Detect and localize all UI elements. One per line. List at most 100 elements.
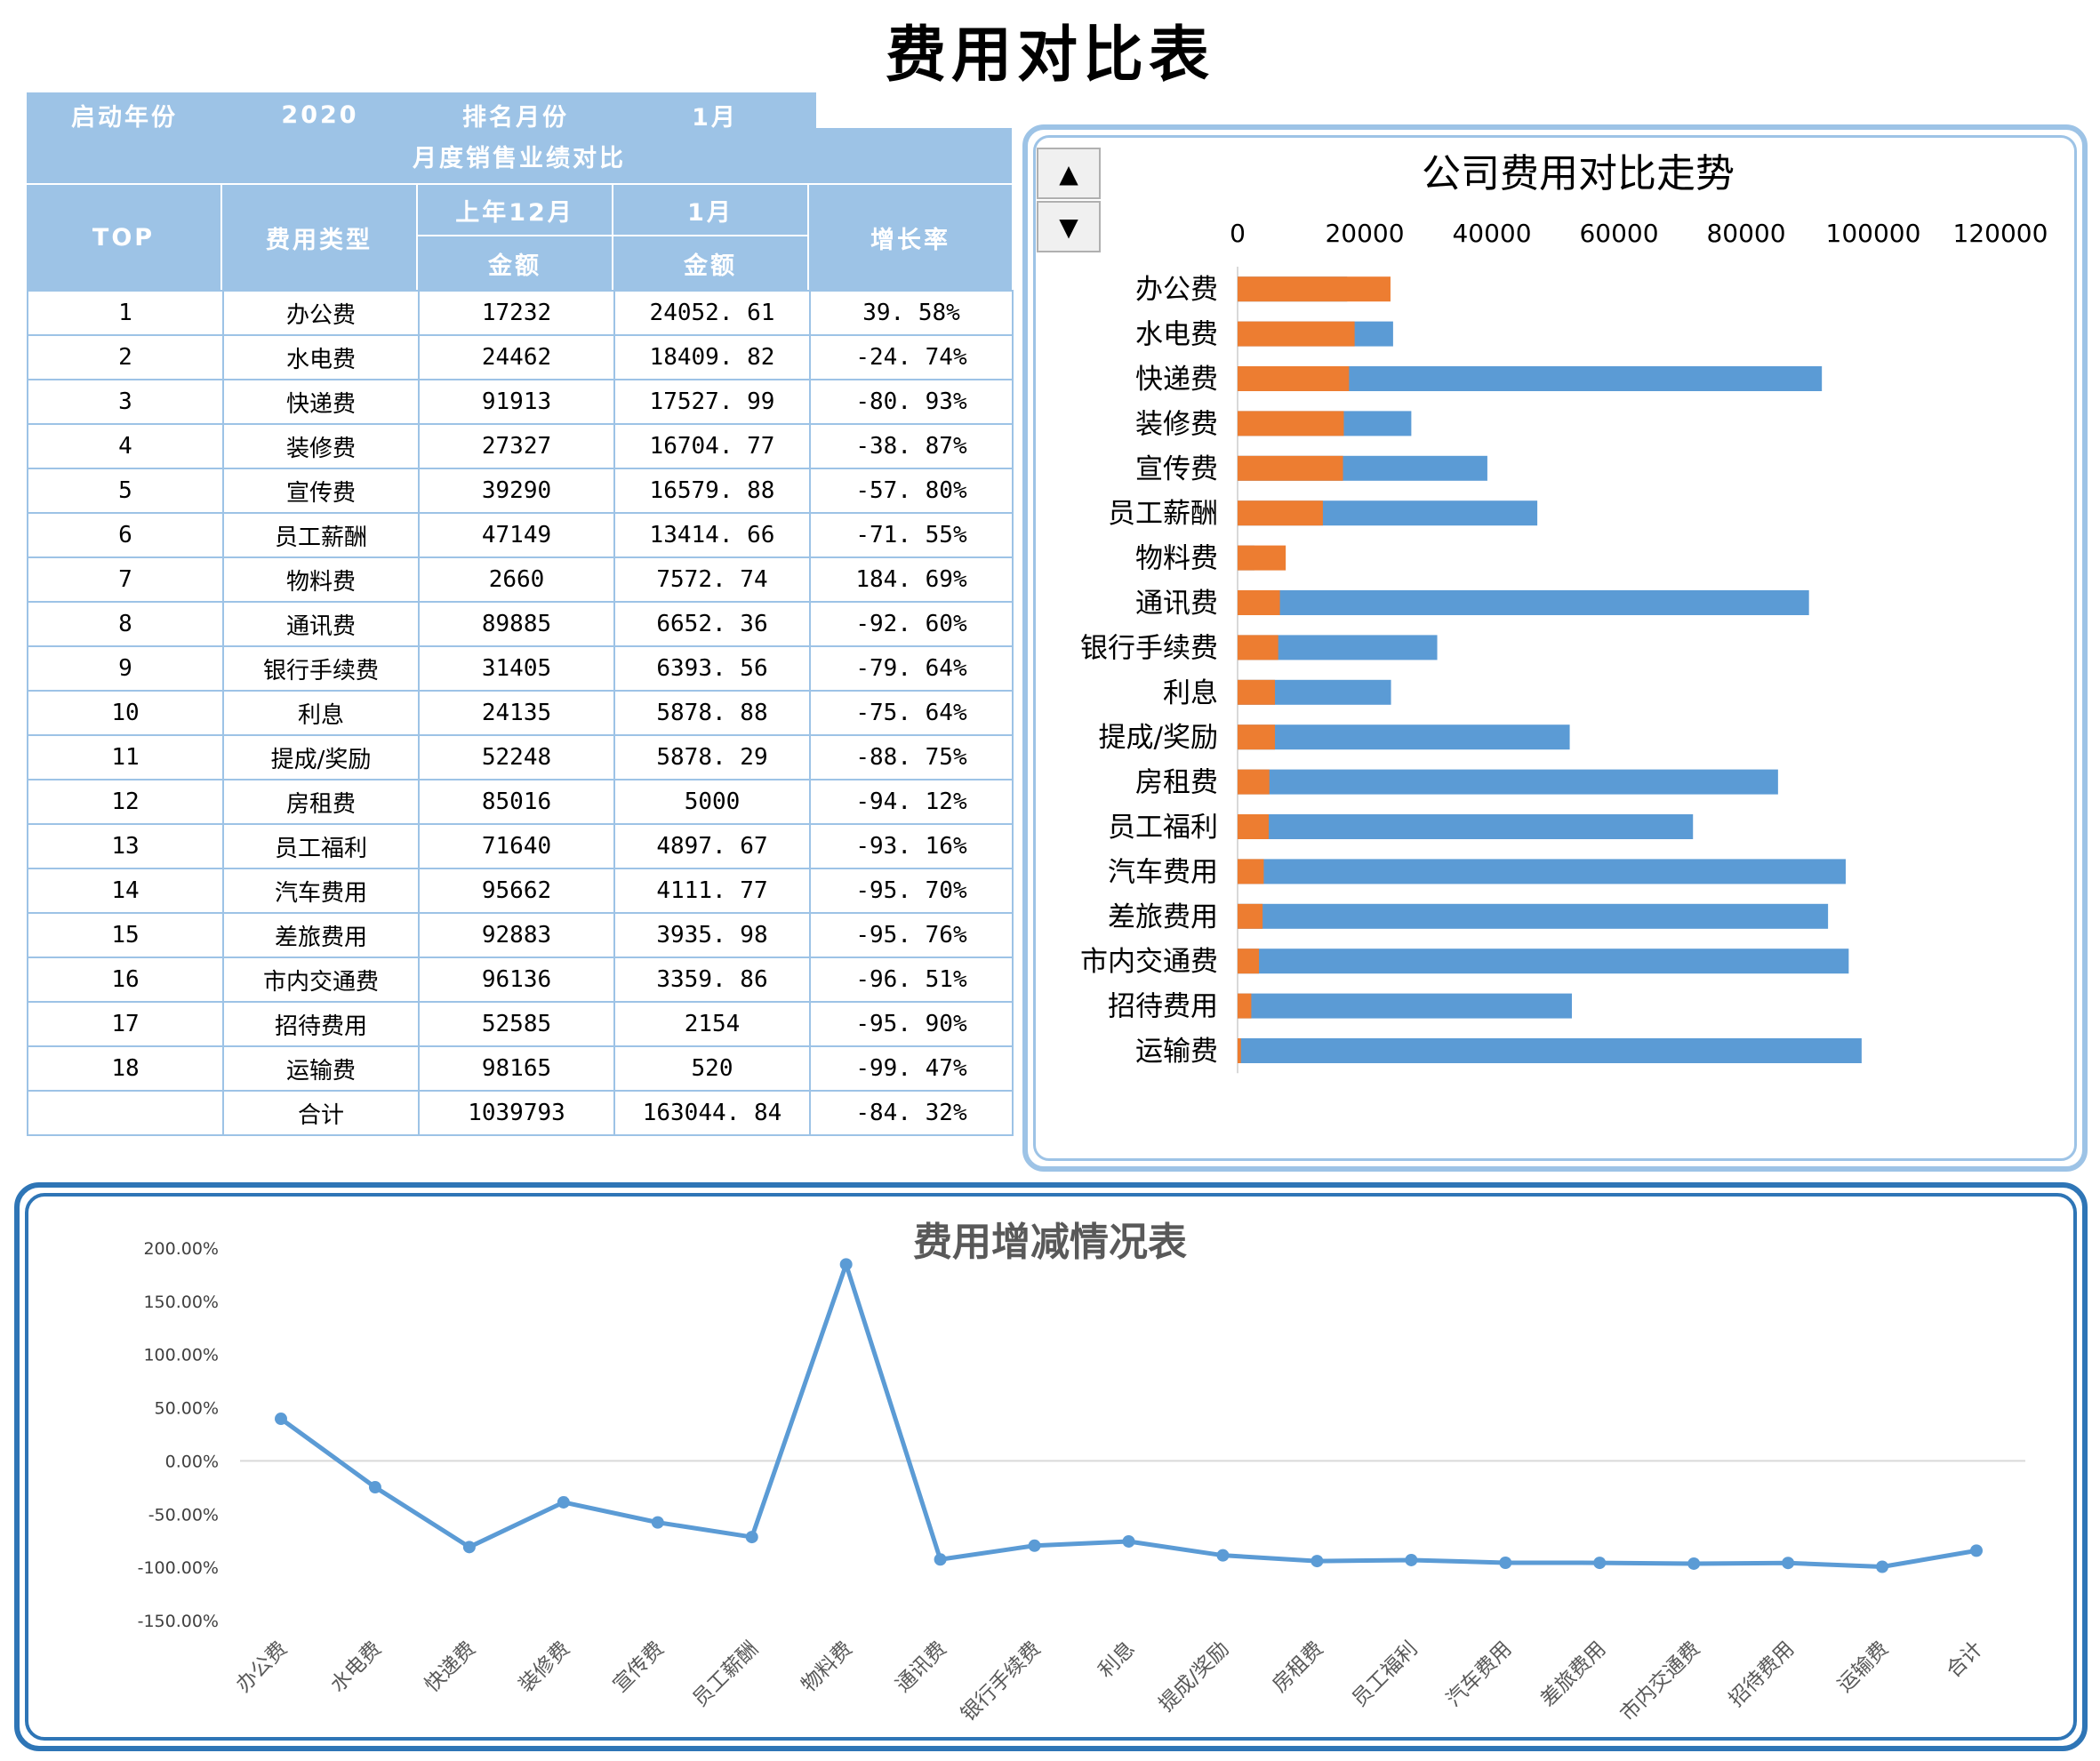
growth-rate-point (1122, 1534, 1135, 1548)
table-row: 8 通讯费 89885 6652. 36 -92. 60% (27, 601, 1014, 647)
cell-type: 员工薪酬 (222, 512, 420, 558)
table-row: 9 银行手续费 31405 6393. 56 -79. 64% (27, 645, 1014, 692)
bar-current-month (1238, 455, 1343, 481)
table-row: 5 宣传费 39290 16579. 88 -57. 80% (27, 468, 1014, 514)
cell-type: 装修费 (222, 423, 420, 469)
table-body: 1 办公费 17232 24052. 61 39. 58% 2 水电费 24462 18409.… (27, 290, 1014, 1136)
cell-prev: 31405 (418, 645, 615, 692)
line-category-label: 物料费 (798, 1637, 857, 1697)
growth-rate-point (1782, 1557, 1795, 1570)
growth-rate-point (1028, 1539, 1041, 1552)
table-row: 3 快递费 91913 17527. 99 -80. 93% (27, 379, 1014, 425)
growth-rate-line (279, 1261, 1977, 1570)
cell-growth: -38. 87% (809, 423, 1014, 469)
growth-rate-point (275, 1413, 287, 1426)
growth-rate-point (1310, 1555, 1324, 1568)
line-y-tick-label: 100.00% (143, 1346, 219, 1365)
bar-current-month (1238, 321, 1355, 347)
cell-growth: 184. 69% (809, 556, 1014, 603)
cell-type: 汽车费用 (222, 868, 420, 914)
cell-type: 利息 (222, 690, 420, 736)
bar-prev-year (1238, 859, 1846, 885)
bar-current-month (1238, 724, 1276, 750)
cell-top: 3 (27, 379, 224, 425)
table-row: 13 员工福利 71640 4897. 67 -93. 16% (27, 823, 1014, 869)
cell-cur: 3359. 86 (613, 957, 811, 1003)
spinner-down-button[interactable]: ▼ (1037, 201, 1101, 252)
cell-prev: 47149 (418, 512, 615, 558)
bar-chart-panel-inner (1033, 135, 2077, 1161)
bar-prev-year (1238, 949, 1849, 974)
cell-growth: -93. 16% (809, 823, 1014, 869)
triangle-down-icon: ▼ (1059, 212, 1078, 242)
cell-top: 12 (27, 779, 224, 825)
table-row: 6 员工薪酬 47149 13414. 66 -71. 55% (27, 512, 1014, 558)
bar-prev-year (1238, 903, 1829, 929)
cell-type: 物料费 (222, 556, 420, 603)
table-total-row: 合计 1039793 163044. 84 -84. 32% (27, 1090, 1014, 1136)
bar-category-label: 市内交通费 (1080, 946, 1218, 978)
cell-type: 房租费 (222, 779, 420, 825)
cell-top: 7 (27, 556, 224, 603)
bar-category-label: 快递费 (1135, 364, 1218, 396)
bar-category-label: 员工薪酬 (1108, 498, 1218, 530)
line-y-tick-label: 150.00% (143, 1293, 219, 1312)
cell-type: 招待费用 (222, 1001, 420, 1047)
cell-type: 提成/奖励 (222, 734, 420, 780)
bar-current-month (1238, 411, 1344, 436)
cell-growth: -79. 64% (809, 645, 1014, 692)
cell-growth: -95. 90% (809, 1001, 1014, 1047)
cell-top: 9 (27, 645, 224, 692)
cell-type: 办公费 (222, 290, 420, 336)
col-header-prev-amount: 金额 (418, 236, 613, 290)
cell-cur: 16579. 88 (613, 468, 811, 514)
cell-cur: 18409. 82 (613, 334, 811, 380)
bar-category-label: 通讯费 (1135, 588, 1218, 620)
table-row: 2 水电费 24462 18409. 82 -24. 74% (27, 334, 1014, 380)
table-row: 1 办公费 17232 24052. 61 39. 58% (27, 290, 1014, 336)
bar-prev-year (1238, 993, 1572, 1019)
line-category-label: 利息 (1094, 1637, 1140, 1683)
table-row: 7 物料费 2660 7572. 74 184. 69% (27, 556, 1014, 603)
growth-rate-point (1687, 1557, 1701, 1570)
line-category-label: 宣传费 (609, 1637, 669, 1697)
cell-prev: 17232 (418, 290, 615, 336)
cell-growth: -84. 32% (809, 1090, 1014, 1136)
cell-top: 10 (27, 690, 224, 736)
bar-current-month (1238, 814, 1270, 839)
cell-prev: 27327 (418, 423, 615, 469)
cell-top: 16 (27, 957, 224, 1003)
bar-category-label: 差旅费用 (1108, 901, 1218, 933)
cell-type: 银行手续费 (222, 645, 420, 692)
growth-rate-point (1499, 1556, 1512, 1569)
spinner-up-button[interactable]: ▲ (1037, 148, 1101, 199)
table-subtitle: 月度销售业绩对比 (27, 128, 1012, 183)
col-header-top: TOP (27, 185, 222, 290)
cell-cur: 520 (613, 1045, 811, 1092)
col-header-growth: 增长率 (809, 185, 1012, 290)
cell-cur: 7572. 74 (613, 556, 811, 603)
cell-cur: 16704. 77 (613, 423, 811, 469)
bar-prev-year (1238, 814, 1694, 839)
cell-growth: -95. 76% (809, 912, 1014, 958)
line-category-label: 市内交通费 (1616, 1637, 1705, 1726)
bar-prev-year (1238, 724, 1570, 750)
cell-prev: 91913 (418, 379, 615, 425)
cell-cur: 13414. 66 (613, 512, 811, 558)
cell-cur: 5000 (613, 779, 811, 825)
growth-rate-point (368, 1481, 381, 1494)
bar-current-month (1238, 769, 1270, 795)
bar-x-tick-label: 60000 (1579, 219, 1658, 248)
cell-top: 6 (27, 512, 224, 558)
cell-prev: 98165 (418, 1045, 615, 1092)
cell-top: 5 (27, 468, 224, 514)
cell-growth: -94. 12% (809, 779, 1014, 825)
bar-current-month (1238, 500, 1323, 526)
growth-rate-point (1876, 1560, 1889, 1573)
triangle-up-icon: ▲ (1059, 158, 1078, 188)
cell-prev: 24462 (418, 334, 615, 380)
bar-current-month (1238, 993, 1252, 1019)
cell-top: 11 (27, 734, 224, 780)
cell-prev: 92883 (418, 912, 615, 958)
